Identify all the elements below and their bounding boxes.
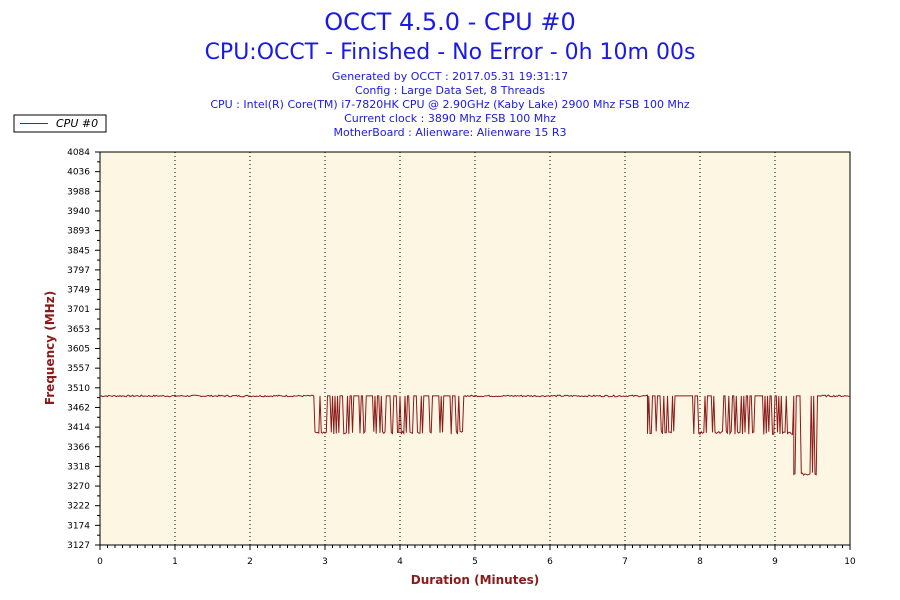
y-axis: 4084 4036 3988 3940 3893 3845 3797 3749 3701 3653…	[67, 148, 100, 551]
y-tick-label-15: 3366	[67, 443, 90, 453]
info-current-clock: Current clock : 3890 Mhz FSB 100 Mhz	[344, 112, 556, 125]
grid	[174, 152, 776, 545]
x-tick-label-2: 2	[247, 557, 253, 567]
x-tick-label-8: 8	[697, 557, 703, 567]
legend: CPU #0	[13, 114, 107, 133]
y-tick-label-3: 3940	[67, 207, 90, 217]
x-axis: 0 1 2 3 4 5 6 7 8 9 10	[97, 545, 856, 567]
info-cpu: CPU : Intel(R) Core(TM) i7-7820HK CPU @ …	[210, 98, 690, 111]
y-tick-label-14: 3414	[67, 423, 90, 433]
x-tick-label-0: 0	[97, 557, 103, 567]
y-tick-label-2: 3988	[67, 187, 90, 197]
x-tick-label-6: 6	[547, 557, 553, 567]
y-tick-label-8: 3701	[67, 305, 90, 315]
y-tick-label-9: 3653	[67, 325, 90, 335]
y-tick-label-11: 3557	[67, 364, 90, 374]
y-tick-label-12: 3510	[67, 384, 90, 394]
y-tick-label-4: 3893	[67, 227, 90, 237]
series-line-cpu0	[99, 394, 851, 477]
info-motherboard: MotherBoard : Alienware: Alienware 15 R3	[334, 126, 567, 139]
chart-subtitle: CPU:OCCT - Finished - No Error - 0h 10m …	[205, 40, 696, 65]
x-tick-label-1: 1	[172, 557, 178, 567]
x-tick-label-7: 7	[622, 557, 628, 567]
y-tick-label-0: 4084	[67, 148, 90, 158]
x-tick-label-5: 5	[472, 557, 478, 567]
chart-title: OCCT 4.5.0 - CPU #0	[324, 8, 575, 36]
x-axis-title: Duration (Minutes)	[411, 573, 539, 587]
y-tick-label-5: 3845	[67, 246, 90, 256]
x-tick-label-3: 3	[322, 557, 328, 567]
y-axis-title: Frequency (MHz)	[43, 291, 57, 405]
y-tick-label-18: 3222	[67, 502, 90, 512]
y-tick-label-10: 3605	[67, 345, 90, 355]
y-tick-label-13: 3462	[67, 403, 90, 413]
y-tick-label-7: 3749	[67, 286, 90, 296]
y-tick-label-16: 3318	[67, 462, 90, 472]
y-tick-label-1: 4036	[67, 168, 90, 178]
info-generated: Generated by OCCT : 2017.05.31 19:31:17	[332, 70, 568, 83]
y-tick-label-6: 3797	[67, 266, 90, 276]
y-tick-label-19: 3174	[67, 521, 90, 531]
x-tick-label-4: 4	[397, 557, 403, 567]
info-lines: Generated by OCCT : 2017.05.31 19:31:17 …	[210, 70, 690, 139]
info-config: Config : Large Data Set, 8 Threads	[355, 84, 545, 97]
x-tick-label-9: 9	[772, 557, 778, 567]
y-tick-label-17: 3270	[67, 482, 90, 492]
x-tick-label-10: 10	[844, 557, 856, 567]
legend-label: CPU #0	[56, 117, 98, 130]
y-tick-label-20: 3127	[67, 541, 90, 551]
legend-box	[13, 114, 107, 133]
